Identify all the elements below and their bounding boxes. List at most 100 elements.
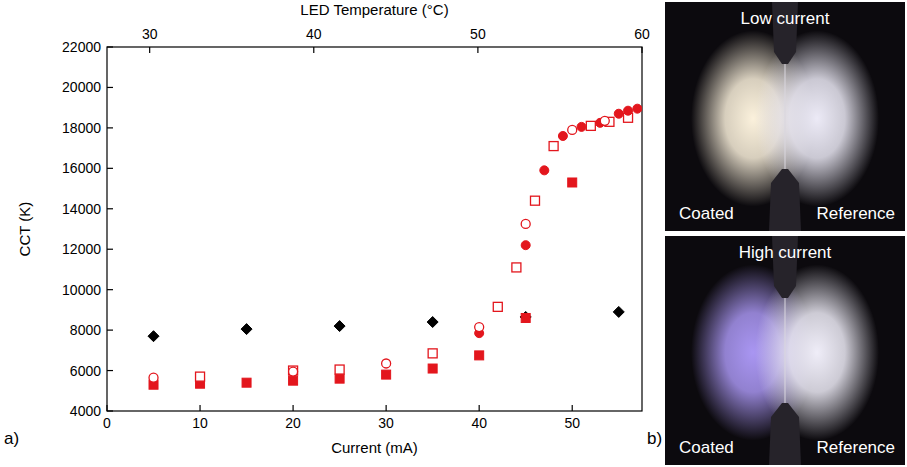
circle-marker xyxy=(521,241,530,250)
photo-title: High current xyxy=(739,243,832,262)
circle-marker xyxy=(568,125,577,134)
series xyxy=(475,104,642,337)
x-tick xyxy=(106,405,107,411)
figure: 0102030405040006000800010000120001400016… xyxy=(0,0,907,467)
circle-marker xyxy=(614,109,623,118)
x2-tick xyxy=(477,47,478,53)
series xyxy=(148,306,624,341)
panel-label: b) xyxy=(647,429,662,448)
holder-bottom xyxy=(769,169,801,231)
circle-marker xyxy=(149,373,158,382)
x2-tick-label: 50 xyxy=(470,26,486,42)
circle-marker xyxy=(633,104,642,113)
series xyxy=(149,116,609,382)
circle-marker xyxy=(382,359,391,368)
photo-background xyxy=(665,2,905,231)
y-tick-label: 20000 xyxy=(62,79,101,95)
holder-bottom xyxy=(769,403,801,465)
circle-marker xyxy=(577,122,586,131)
x-tick xyxy=(479,405,480,411)
circle-marker xyxy=(558,131,567,140)
square-marker xyxy=(568,178,577,187)
photo-background xyxy=(665,236,905,465)
square-marker xyxy=(335,374,344,383)
circle-marker xyxy=(540,166,549,175)
divider xyxy=(785,291,786,410)
y-tick xyxy=(107,289,113,290)
square-marker xyxy=(242,378,251,387)
axes: 0102030405040006000800010000120001400016… xyxy=(16,1,650,456)
x2-tick xyxy=(641,47,642,53)
panel-label: a) xyxy=(4,429,19,448)
photo: Low currentCoatedReference xyxy=(665,2,905,231)
y-tick xyxy=(107,249,113,250)
square-marker xyxy=(196,372,205,381)
square-marker xyxy=(493,302,502,311)
x-tick xyxy=(292,405,293,411)
photo: High current Coated Reference xyxy=(665,236,905,465)
y-tick-label: 10000 xyxy=(62,282,101,298)
plot-frame xyxy=(107,47,642,411)
diamond-marker xyxy=(148,331,159,342)
diamond-marker xyxy=(613,306,624,317)
square-marker xyxy=(521,313,530,322)
x-tick-label: 20 xyxy=(285,415,301,431)
photo-left-label: Coated xyxy=(679,438,734,457)
x-tick xyxy=(572,405,573,411)
x-tick-label: 50 xyxy=(564,415,580,431)
y-tick xyxy=(107,370,113,371)
x-tick xyxy=(386,405,387,411)
square-marker xyxy=(475,351,484,360)
square-marker xyxy=(428,349,437,358)
x2-tick-label: 40 xyxy=(306,26,322,42)
y-axis-title: CCT (K) xyxy=(16,202,33,257)
x2-tick xyxy=(149,47,150,53)
x-tick-label: 40 xyxy=(471,415,487,431)
circle-marker xyxy=(624,106,633,115)
y-tick-label: 8000 xyxy=(70,322,101,338)
y-tick xyxy=(107,127,113,128)
diamond-marker xyxy=(520,311,531,322)
y-tick-label: 14000 xyxy=(62,201,101,217)
square-marker xyxy=(512,263,521,272)
photo-right-label: Reference xyxy=(817,204,895,223)
y-tick xyxy=(107,168,113,169)
y-tick xyxy=(107,410,113,411)
y-tick-label: 6000 xyxy=(70,363,101,379)
y-tick-label: 16000 xyxy=(62,160,101,176)
diamond-marker xyxy=(427,317,438,328)
series xyxy=(149,178,577,389)
y-tick xyxy=(107,46,113,47)
y-tick xyxy=(107,87,113,88)
marks xyxy=(148,104,642,389)
x2-tick-label: 30 xyxy=(142,26,158,42)
square-marker xyxy=(428,364,437,373)
y-tick-label: 22000 xyxy=(62,39,101,55)
divider xyxy=(785,57,786,176)
x2-tick-label: 60 xyxy=(634,26,650,42)
diamond-marker xyxy=(334,321,345,332)
y-tick-label: 4000 xyxy=(70,403,101,419)
circle-marker xyxy=(600,116,609,125)
square-marker xyxy=(531,196,540,205)
photo-title: Low current xyxy=(741,9,830,28)
square-marker xyxy=(382,370,391,379)
x-tick xyxy=(199,405,200,411)
x-axis-title: Current (mA) xyxy=(331,439,418,456)
square-marker xyxy=(549,142,558,151)
circle-marker xyxy=(521,219,530,228)
x-tick-label: 30 xyxy=(378,415,394,431)
x-tick-label: 10 xyxy=(192,415,208,431)
photo-right-label: Reference xyxy=(817,438,895,457)
x2-axis-title: LED Temperature (°C) xyxy=(300,1,448,18)
square-marker xyxy=(289,376,298,385)
x2-tick xyxy=(313,47,314,53)
circle-marker xyxy=(475,323,484,332)
series xyxy=(196,113,633,381)
circle-marker xyxy=(289,367,298,376)
diamond-marker xyxy=(241,324,252,335)
y-tick xyxy=(107,208,113,209)
square-marker xyxy=(335,365,344,374)
square-marker xyxy=(586,121,595,130)
y-tick xyxy=(107,330,113,331)
